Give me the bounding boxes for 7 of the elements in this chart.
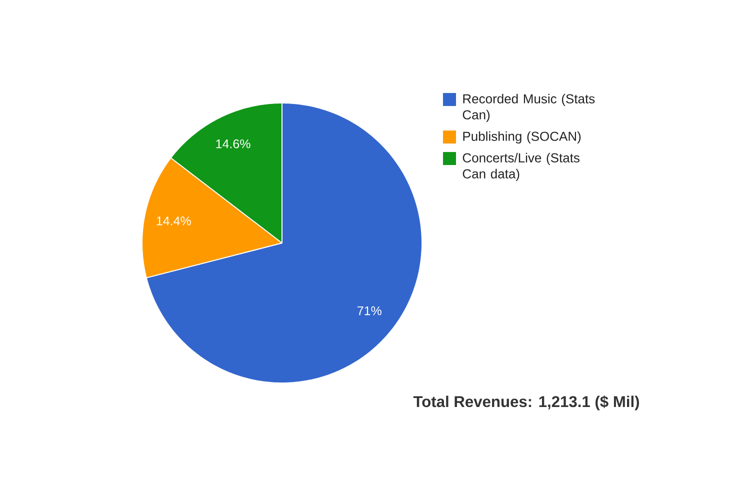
data-label: 14.6%	[216, 139, 250, 148]
data-label: 71%	[358, 306, 382, 316]
legend-label: Recorded Music (Stats Can)	[462, 94, 595, 122]
text: Total Revenues: 1,213.1 ($ Mil)	[413, 395, 640, 410]
legend-label: Publishing (SOCAN)	[463, 131, 581, 144]
data-label: 14.4%	[156, 216, 191, 226]
legend-label: Concerts/Live (Stats Can data)	[462, 152, 580, 182]
